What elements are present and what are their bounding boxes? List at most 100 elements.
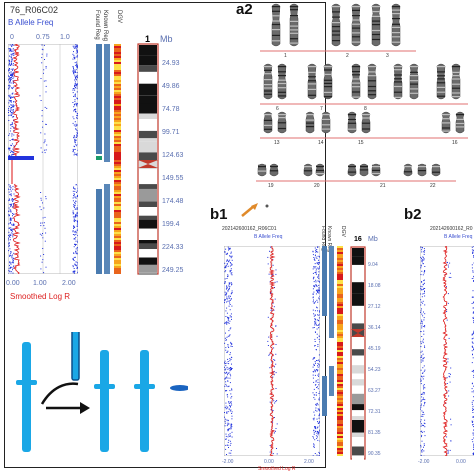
karyo-chromosome-1	[289, 3, 299, 47]
karyo-chromosome-17	[277, 111, 287, 134]
karyo-chromosome-3	[351, 3, 361, 47]
karyo-chromosome-25	[269, 163, 279, 177]
karyo-chromosome-8	[307, 63, 317, 100]
a1-points	[8, 44, 78, 274]
karyo-chromosome-12	[393, 63, 403, 100]
b1-mb-label: Mb	[368, 236, 378, 243]
karyo-label-3: 3	[386, 53, 389, 59]
b1-region-tracks	[322, 246, 343, 456]
b1-chrom-number: 16	[354, 236, 362, 243]
panel_a1-mb-tick-4: 124.63	[162, 152, 184, 159]
a1-known-reg-seg-2	[104, 184, 110, 274]
a1-region-tracks	[96, 44, 121, 274]
panel_a1-mb-tick-3: 99.71	[162, 129, 180, 136]
karyo-chromosome-20	[347, 111, 357, 134]
a1-green-marker	[96, 156, 102, 160]
b1-points	[224, 246, 320, 456]
a1-plot	[8, 44, 78, 274]
karyo-chromosome-10	[351, 63, 361, 100]
karyo-chromosome-31	[403, 163, 413, 177]
b1-bottom-tick-1: 0.00	[264, 459, 274, 465]
a1-lrr-line	[12, 44, 21, 274]
b2-lrr-line	[442, 246, 449, 456]
a1-top-tick-1: 0.75	[36, 34, 50, 41]
b1-marker	[241, 203, 269, 217]
panel_a1-mb-tick-8: 224.33	[162, 244, 184, 251]
panel_a1-mb-tick-7: 199.4	[162, 221, 180, 228]
a1-baf-label: B Allele Freq	[8, 18, 54, 27]
karyo-chromosome-16	[263, 111, 273, 134]
karyo-chromosome-18	[305, 111, 315, 134]
karyo-chromosome-2	[331, 3, 341, 47]
panel_a1-mb-tick-6: 174.48	[162, 198, 184, 205]
karyo-label-2: 2	[346, 53, 349, 59]
b2-bottom-tick-0: -2.00	[418, 459, 430, 465]
a1-col-label-found: Found Reg	[94, 10, 100, 40]
b2-plot	[420, 246, 474, 456]
karyo-label-16: 16	[452, 140, 458, 146]
a1-known-reg-seg-1	[104, 44, 110, 162]
a1-bottom-tick-0: 0.00	[6, 280, 20, 287]
karyo-label-13: 13	[274, 140, 280, 146]
a1-lrr-label: Smoothed Log R	[10, 292, 71, 301]
b1-col-label-dgv: DGV	[340, 226, 346, 237]
b2-panel-letter: b2	[404, 206, 422, 223]
panel_a1-mb-tick-1: 49.86	[162, 83, 180, 90]
karyo-chromosome-28	[347, 163, 357, 177]
karyo-label-1: 1	[284, 53, 287, 59]
panel_b1-mb-tick-6: 63.27	[368, 388, 381, 394]
a1-col-label-dgv: DGV	[116, 10, 122, 24]
b1-found-reg-seg-1	[322, 246, 327, 316]
karyo-label-7: 7	[320, 106, 323, 112]
karyo-chromosome-0	[271, 3, 281, 47]
karyo-chromosome-24	[257, 163, 267, 177]
b1-bottom-tick-2: 2.00	[304, 459, 314, 465]
a1-bottom-tick-2: 2.00	[62, 280, 76, 287]
panel_b1-mb-tick-2: 27.12	[368, 304, 381, 310]
panel-a1	[4, 2, 326, 468]
a1-ideo-bands	[139, 45, 157, 275]
b1-panel-letter: b1	[210, 206, 228, 223]
b2-sample-id: 202142600162_R0	[430, 226, 473, 232]
a2-panel-letter: a2	[236, 1, 253, 18]
karyo-label-14: 14	[318, 140, 324, 146]
panel_a1-mb-tick-2: 74.78	[162, 106, 180, 113]
karyo-chromosome-30	[371, 163, 381, 177]
karyo-chromosome-27	[315, 163, 325, 177]
b2-bottom-tick-1: 0.00	[456, 459, 466, 465]
panel_b1-mb-tick-9: 90.35	[368, 451, 381, 457]
panel_b1-mb-tick-3: 36.14	[368, 325, 381, 331]
schematic-chrom-mid	[94, 350, 115, 452]
karyo-chromosome-6	[263, 63, 273, 100]
schematic-chrom-left	[16, 342, 37, 452]
panel_b1-mb-tick-7: 72.31	[368, 409, 381, 415]
karyo-chromosome-19	[321, 111, 331, 134]
schematic-arrow	[40, 382, 90, 414]
b1-known-reg-seg-1	[329, 246, 334, 338]
panel_a1-mb-tick-0: 24.93	[162, 60, 180, 67]
panel_a1-mb-tick-9: 249.25	[162, 267, 184, 274]
karyo-chromosome-15	[451, 63, 461, 100]
panel_b1-mb-tick-1: 18.08	[368, 283, 381, 289]
a1-found-reg-seg-2	[96, 189, 102, 274]
a1-col-label-known: Known Reg	[102, 10, 108, 42]
karyo-label-22: 22	[430, 183, 436, 189]
b1-lrr-label: Smoothed Log R	[258, 466, 296, 472]
b1-baf-label: B Allele Freq	[254, 234, 283, 240]
karyo-chromosome-21	[361, 111, 371, 134]
schematic-fragment	[71, 332, 80, 381]
a1-sample-id: 76_R06C02	[10, 5, 59, 15]
a2-karyotype	[256, 3, 468, 182]
karyo-chromosome-23	[455, 111, 465, 134]
karyo-chromosome-13	[409, 63, 419, 100]
b1-found-reg-seg-2	[322, 376, 327, 416]
karyo-chromosome-14	[436, 63, 446, 100]
karyo-label-15: 15	[358, 140, 364, 146]
karyo-chromosome-9	[323, 63, 333, 100]
b1-bottom-tick-0: -2.00	[222, 459, 234, 465]
a1-schematic	[16, 332, 188, 452]
panel_b1-mb-tick-4: 45.19	[368, 346, 381, 352]
schematic-small-chrom	[170, 385, 188, 391]
a1-mb-label: Mb	[160, 34, 173, 44]
karyo-chromosome-11	[367, 63, 377, 100]
